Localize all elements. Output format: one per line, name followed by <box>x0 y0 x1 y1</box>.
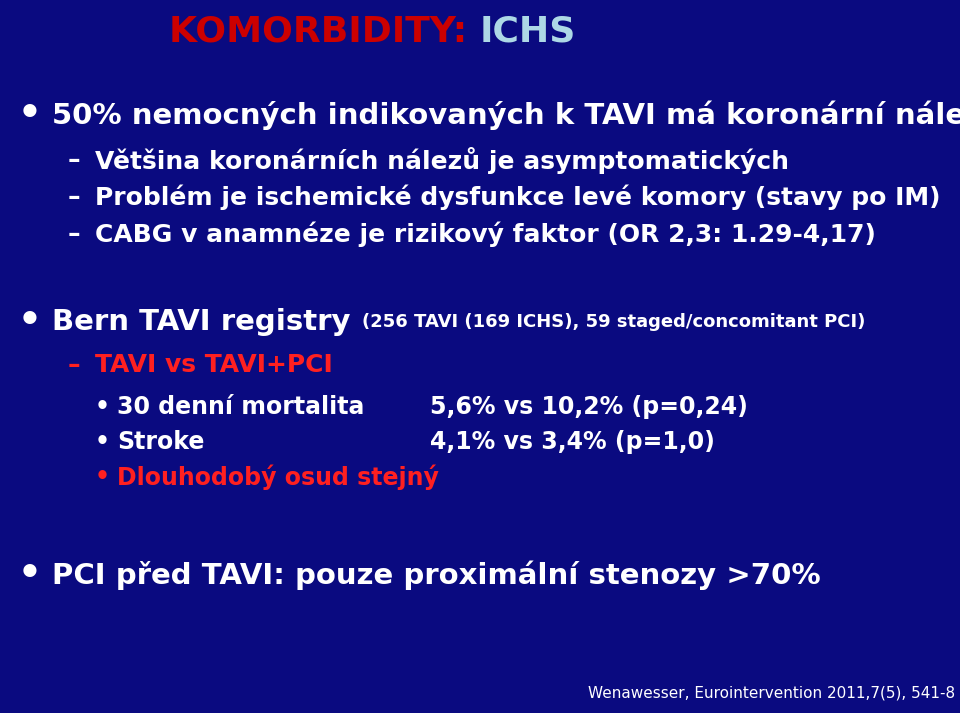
Text: •: • <box>18 97 42 133</box>
Text: Bern TAVI registry: Bern TAVI registry <box>52 308 361 336</box>
Text: ICHS: ICHS <box>480 15 576 49</box>
Text: •: • <box>95 430 110 454</box>
Text: 30 denní mortalita: 30 denní mortalita <box>117 395 365 419</box>
Text: •: • <box>95 395 110 419</box>
Text: CABG v anamnéze je rizikový faktor (OR 2,3: 1.29-4,17): CABG v anamnéze je rizikový faktor (OR 2… <box>95 221 876 247</box>
Text: Stroke: Stroke <box>117 430 204 454</box>
Text: •: • <box>18 304 42 340</box>
Text: •: • <box>18 557 42 593</box>
Text: •: • <box>95 465 110 489</box>
Text: –: – <box>68 222 81 246</box>
Text: KOMORBIDITY:: KOMORBIDITY: <box>169 15 480 49</box>
Text: –: – <box>68 353 81 377</box>
Text: Dlouhodobý osud stejný: Dlouhodobý osud stejný <box>117 464 439 490</box>
Text: TAVI vs TAVI+PCI: TAVI vs TAVI+PCI <box>95 353 333 377</box>
Text: 50% nemocných indikovaných k TAVI má koronární nález: 50% nemocných indikovaných k TAVI má kor… <box>52 101 960 130</box>
Text: 4,1% vs 3,4% (p=1,0): 4,1% vs 3,4% (p=1,0) <box>430 430 715 454</box>
Text: Většina koronárních nálezů je asymptomatických: Většina koronárních nálezů je asymptomat… <box>95 146 789 173</box>
Text: –: – <box>68 185 81 209</box>
Text: PCI před TAVI: pouze proximální stenozy >70%: PCI před TAVI: pouze proximální stenozy … <box>52 560 821 590</box>
Text: 5,6% vs 10,2% (p=0,24): 5,6% vs 10,2% (p=0,24) <box>430 395 748 419</box>
Text: Wenawesser, Eurointervention 2011,7(5), 541-8: Wenawesser, Eurointervention 2011,7(5), … <box>588 685 955 700</box>
Text: –: – <box>68 148 81 172</box>
Text: Problém je ischemické dysfunkce levé komory (stavy po IM): Problém je ischemické dysfunkce levé kom… <box>95 184 941 210</box>
Text: (256 TAVI (169 ICHS), 59 staged/concomitant PCI): (256 TAVI (169 ICHS), 59 staged/concomit… <box>362 313 865 331</box>
